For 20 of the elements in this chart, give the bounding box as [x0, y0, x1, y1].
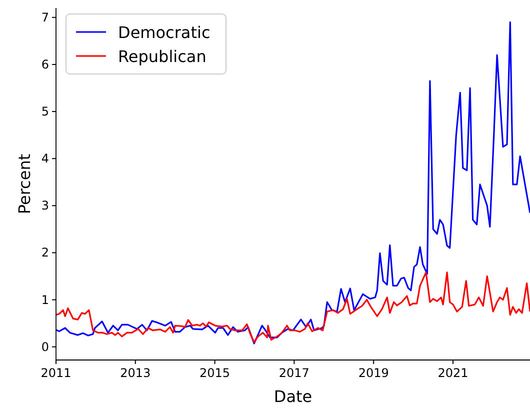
- y-axis-title: Percent: [15, 154, 34, 214]
- legend-label: Democratic: [118, 23, 210, 42]
- x-axis-title: Date: [274, 387, 312, 406]
- x-tick-label: 2013: [120, 366, 151, 380]
- x-tick-label: 2019: [358, 366, 389, 380]
- y-tick-label: 5: [41, 104, 49, 119]
- y-tick-label: 7: [41, 10, 49, 24]
- y-tick-label: 0: [41, 340, 49, 354]
- legend-label: Republican: [118, 47, 206, 66]
- y-tick-label: 1: [41, 292, 49, 307]
- y-tick-label: 2: [41, 246, 49, 260]
- x-tick-label: 2011: [40, 366, 72, 380]
- x-tick-label: 2017: [278, 366, 310, 380]
- y-tick-label: 4: [41, 152, 49, 166]
- line-series: [56, 21, 530, 344]
- x-tick-label: 2021: [438, 366, 468, 380]
- y-tick-label: 3: [41, 198, 49, 213]
- x-tick-label: 2015: [200, 366, 230, 380]
- line-series: [56, 272, 530, 343]
- y-tick-label: 6: [41, 57, 49, 72]
